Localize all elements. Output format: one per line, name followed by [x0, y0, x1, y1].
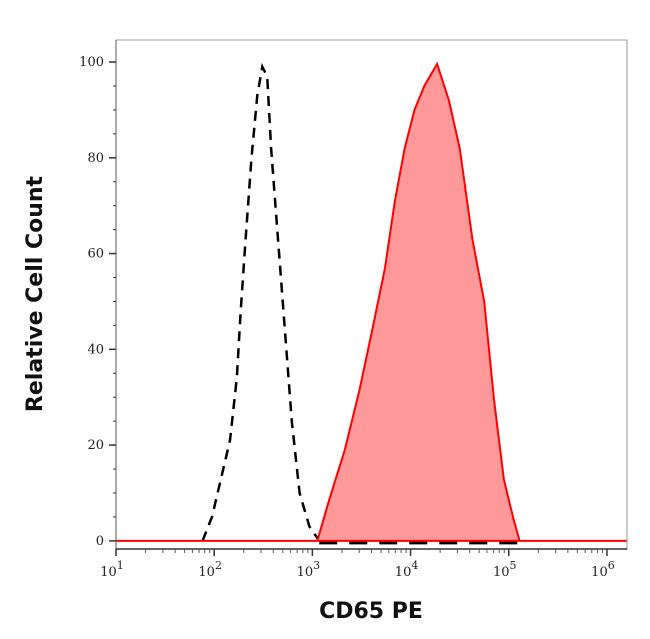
- x-tick-label: 106: [591, 559, 615, 580]
- y-tick-label: 100: [79, 55, 104, 70]
- x-tick-label: 105: [493, 559, 517, 580]
- series-area-fill: [317, 63, 520, 541]
- y-tick-label: 60: [87, 247, 104, 262]
- x-tick-label: 104: [395, 559, 419, 580]
- y-axis-title: Relative Cell Count: [23, 175, 48, 412]
- x-tick-label: 102: [198, 559, 222, 580]
- series-line-control: [201, 62, 321, 542]
- y-tick-label: 40: [87, 342, 104, 357]
- series-line-stained: [316, 61, 521, 542]
- x-tick-label: 101: [100, 559, 124, 580]
- x-axis-title: CD65 PE: [319, 599, 423, 624]
- y-tick-label: 80: [87, 151, 104, 166]
- axes: 0 20 40 60 80 100 101 102 103 104 105 106: [79, 39, 628, 580]
- plot-area: [116, 61, 627, 545]
- y-tick-label: 0: [96, 534, 104, 549]
- x-tick-label: 103: [297, 559, 321, 580]
- y-tick-label: 20: [87, 438, 104, 453]
